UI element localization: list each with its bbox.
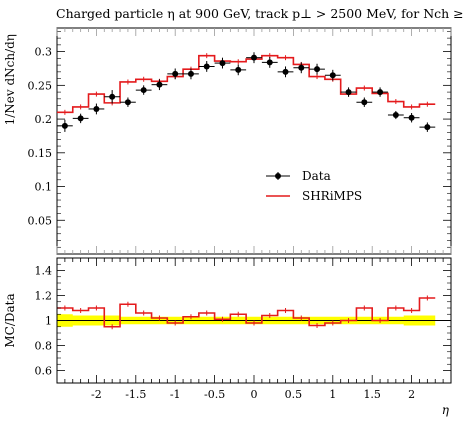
- data-point-marker: [219, 60, 226, 67]
- data-point: [151, 79, 168, 91]
- data-point-marker: [361, 99, 368, 106]
- x-tick-label: 0: [251, 388, 258, 401]
- y-tick-label: 0.25: [28, 79, 53, 92]
- data-point: [104, 90, 121, 104]
- data-point: [324, 69, 341, 81]
- data-point: [230, 64, 247, 76]
- ratio-y-axis-label: MC/Data: [3, 293, 17, 347]
- ratio-shrimps-line: [57, 297, 436, 328]
- data-point-marker: [187, 70, 194, 77]
- data-point: [57, 119, 73, 132]
- data-point: [403, 113, 420, 123]
- x-tick-label: 1: [329, 388, 336, 401]
- data-point-marker: [282, 68, 289, 75]
- data-point: [293, 62, 310, 74]
- ratio-y-tick-label: 1.4: [35, 265, 53, 278]
- data-point-marker: [172, 70, 179, 77]
- y-tick-label: 0.2: [35, 113, 53, 126]
- ratio-y-tick-label: 0.6: [35, 365, 53, 378]
- data-point-marker: [93, 105, 100, 112]
- data-point-marker: [392, 112, 399, 119]
- data-point-marker: [266, 59, 273, 66]
- x-tick-label: -2: [91, 388, 102, 401]
- ratio-y-tick-label: 1: [45, 315, 52, 328]
- data-point-marker: [203, 63, 210, 70]
- x-tick-label: 2: [408, 388, 415, 401]
- data-point-marker: [408, 114, 415, 121]
- plot-title: Charged particle η at 900 GeV, track p⊥ …: [56, 6, 467, 21]
- data-point: [120, 97, 136, 107]
- y-tick-label: 0.1: [35, 181, 53, 194]
- y-tick-label: 0.15: [28, 147, 53, 160]
- data-point-marker: [377, 89, 384, 96]
- data-point: [167, 68, 184, 80]
- legend: Data SHRiMPS: [266, 169, 362, 203]
- data-point: [198, 61, 215, 72]
- x-tick-label: -1: [170, 388, 181, 401]
- main-panel: 0.05 0.1 0.15 0.2 0.25 0.3 1/Nev dNch/dη: [3, 27, 452, 255]
- data-point: [372, 87, 388, 97]
- data-point-marker: [77, 115, 84, 122]
- ratio-y-tick-label: 1.2: [35, 290, 53, 303]
- data-point: [72, 113, 89, 124]
- data-point-marker: [61, 122, 68, 129]
- data-point-marker: [314, 66, 321, 73]
- data-point: [214, 57, 231, 69]
- data-point: [183, 68, 199, 80]
- data-point: [261, 57, 278, 68]
- data-point: [356, 97, 373, 107]
- legend-data-marker: [275, 173, 281, 179]
- data-point-marker: [235, 66, 242, 73]
- y-tick-label: 0.05: [28, 214, 53, 227]
- data-point-marker: [109, 93, 116, 100]
- data-point-marker: [345, 89, 352, 96]
- data-point: [419, 122, 436, 132]
- x-axis-label: η: [442, 403, 450, 417]
- shrimps-line: [57, 54, 436, 114]
- x-tick-label: -0.5: [204, 388, 225, 401]
- data-point-marker: [251, 54, 257, 61]
- data-point-marker: [424, 124, 431, 131]
- x-tick-label: 1.5: [363, 388, 381, 401]
- y-tick-label: 0.3: [35, 46, 53, 59]
- legend-data-label: Data: [302, 169, 331, 183]
- data-point: [88, 103, 105, 115]
- ratio-panel: 0.6 0.8 1 1.2 1.4 -2 -1.5 -1 -0.5 0 0.5 1 1.5 2 MC/Dat…: [3, 257, 452, 417]
- data-point: [135, 85, 152, 95]
- legend-shrimps-label: SHRiMPS: [302, 189, 362, 203]
- data-point-marker: [156, 81, 163, 88]
- data-point: [309, 63, 325, 75]
- data-point: [277, 66, 294, 78]
- ratio-y-tick-label: 0.8: [35, 340, 53, 353]
- x-tick-label: -1.5: [125, 388, 146, 401]
- data-point: [246, 52, 262, 64]
- data-point-marker: [298, 64, 305, 71]
- data-point-marker: [140, 87, 147, 94]
- data-point-marker: [329, 72, 336, 79]
- x-tick-label: 0.5: [285, 388, 303, 401]
- data-point: [340, 87, 357, 97]
- data-point-marker: [124, 99, 131, 106]
- data-point: [387, 110, 404, 120]
- y-axis-label: 1/Nev dNch/dη: [3, 34, 17, 125]
